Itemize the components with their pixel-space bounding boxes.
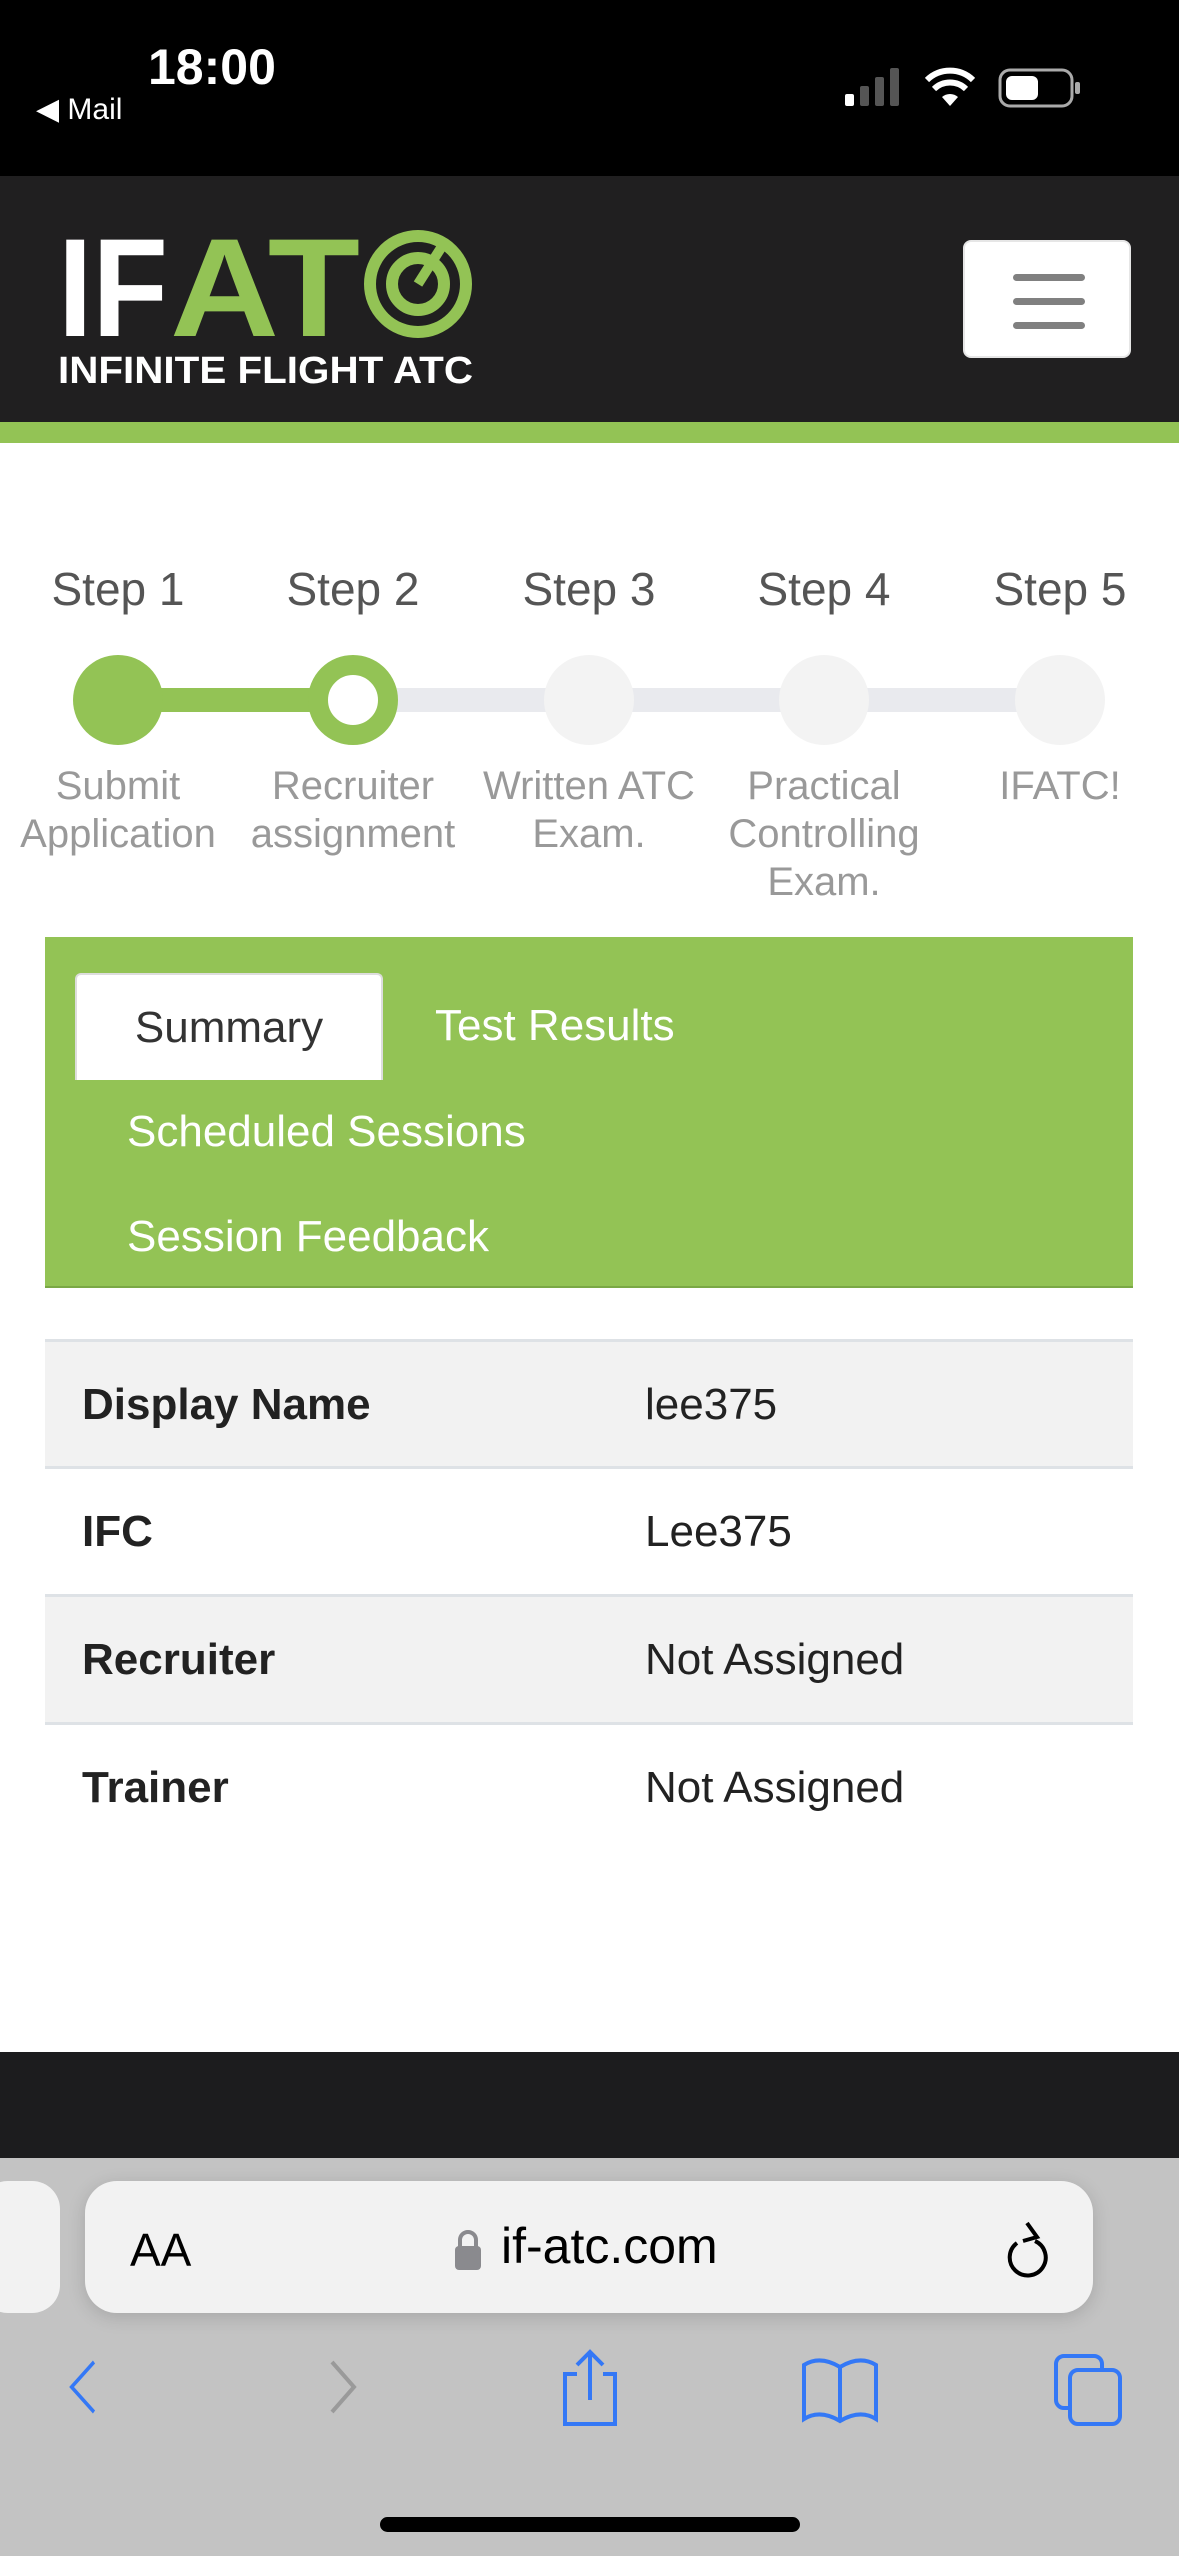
- svg-text:AT: AT: [170, 228, 360, 366]
- back-icon[interactable]: [62, 2357, 112, 2417]
- status-bar: 18:00 ◀ Mail: [0, 0, 1179, 176]
- step-5-dot: [1015, 655, 1105, 745]
- hamburger-line: [1013, 322, 1085, 329]
- step-1-title: Step 1: [51, 563, 185, 615]
- svg-text:IF: IF: [58, 228, 168, 366]
- header-stripe: [0, 422, 1179, 443]
- step-3-title: Step 3: [522, 563, 656, 615]
- text-size-button[interactable]: AA: [130, 2224, 192, 2276]
- step-1-dot: [73, 655, 163, 745]
- back-to-app[interactable]: ◀ Mail: [36, 93, 123, 126]
- table-row: Trainer Not Assigned: [45, 1722, 1133, 1850]
- lock-icon: [455, 2230, 481, 2270]
- hamburger-line: [1013, 298, 1085, 305]
- hamburger-menu-button[interactable]: [963, 240, 1131, 358]
- row-value: Lee375: [645, 1507, 792, 1556]
- step-5-label: IFATC!: [999, 764, 1121, 808]
- reload-icon[interactable]: [1003, 2219, 1053, 2279]
- row-label: IFC: [82, 1507, 153, 1556]
- row-value: Not Assigned: [645, 1635, 905, 1684]
- step-2-label: Recruiter assignment: [250, 764, 456, 856]
- tab-session-feedback[interactable]: Session Feedback: [127, 1212, 489, 1261]
- bookmarks-icon[interactable]: [800, 2355, 880, 2425]
- step-3-dot: [544, 655, 634, 745]
- tab-summary[interactable]: Summary: [75, 973, 383, 1080]
- share-icon[interactable]: [555, 2348, 625, 2428]
- hamburger-icon: [1013, 274, 1085, 281]
- row-label: Trainer: [82, 1763, 229, 1812]
- clock: 18:00: [148, 39, 276, 95]
- signal-icon: [845, 68, 899, 106]
- table-row: Display Name lee375: [45, 1339, 1133, 1467]
- home-indicator: [380, 2517, 800, 2532]
- row-label: Display Name: [82, 1380, 371, 1429]
- table-row: IFC Lee375: [45, 1466, 1133, 1594]
- forward-icon[interactable]: [320, 2357, 370, 2417]
- wifi-icon: [925, 67, 975, 106]
- step-2-title: Step 2: [286, 563, 420, 615]
- tab-bar: Summary Test Results Scheduled Sessions …: [45, 937, 1133, 1288]
- address-bar[interactable]: AA if-atc.com: [85, 2181, 1093, 2313]
- tabs-icon[interactable]: [1052, 2352, 1124, 2428]
- battery-icon: [998, 68, 1080, 108]
- tab-scheduled-sessions[interactable]: Scheduled Sessions: [127, 1107, 526, 1156]
- site-footer: [0, 2052, 1179, 2158]
- url-text[interactable]: if-atc.com: [501, 2218, 718, 2274]
- step-4-dot: [779, 655, 869, 745]
- row-value: Not Assigned: [645, 1763, 905, 1812]
- row-label: Recruiter: [82, 1635, 276, 1684]
- table-row: Recruiter Not Assigned: [45, 1594, 1133, 1722]
- step-4-label: Practical Controlling Exam.: [728, 764, 920, 904]
- tab-test-results[interactable]: Test Results: [435, 1001, 675, 1050]
- previous-tab-preview[interactable]: [0, 2181, 60, 2313]
- ifatc-logo[interactable]: IF AT INFINITE FLIGHT ATC: [58, 228, 478, 388]
- step-3-label: Written ATC Exam.: [483, 764, 695, 856]
- row-value: lee375: [645, 1380, 778, 1429]
- step-1-label: Submit Application: [20, 764, 216, 856]
- step-4-title: Step 4: [757, 563, 891, 615]
- step-5-title: Step 5: [993, 563, 1127, 615]
- svg-text:INFINITE FLIGHT ATC: INFINITE FLIGHT ATC: [58, 350, 473, 388]
- step-2-dot: [308, 655, 398, 745]
